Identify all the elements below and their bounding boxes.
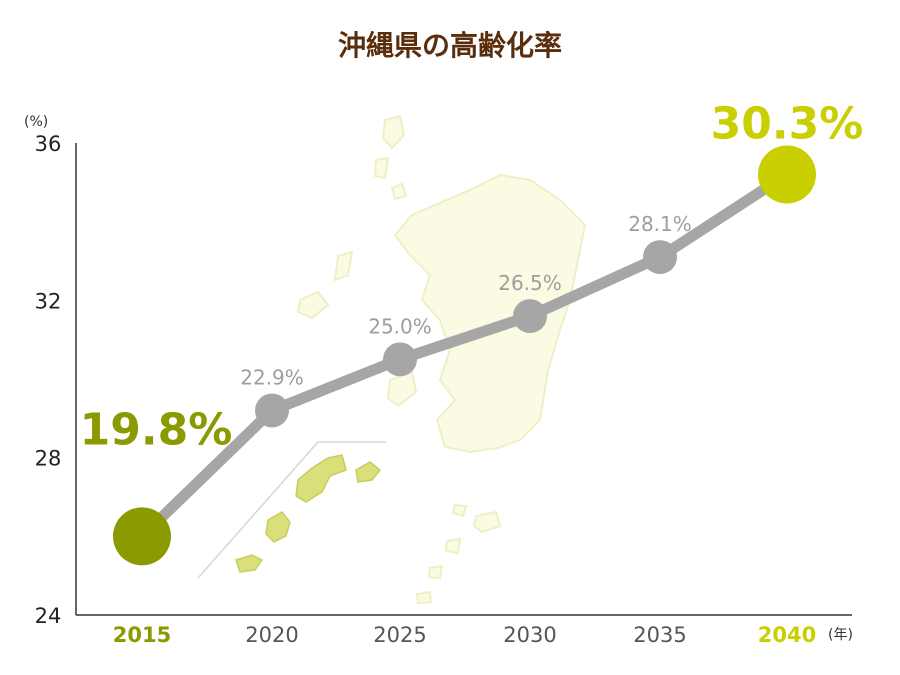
series-line <box>136 168 793 542</box>
kyushu-map <box>296 114 587 605</box>
data-label: 25.0% <box>368 314 432 338</box>
y-tick-label: 28 <box>35 447 62 471</box>
okinawa-inset <box>197 441 386 579</box>
y-tick-label: 24 <box>35 604 62 628</box>
x-axis-unit: (年) <box>828 627 853 643</box>
data-point <box>643 240 677 275</box>
data-label: 22.9% <box>240 365 304 389</box>
x-tick-label: 2015 <box>113 623 171 647</box>
data-point <box>383 342 417 377</box>
data-point <box>255 393 289 428</box>
y-tick-label: 36 <box>35 132 62 156</box>
x-tick-label: 2040 <box>758 623 816 647</box>
data-points <box>113 145 816 566</box>
data-point <box>758 145 816 204</box>
data-label: 30.3% <box>711 98 864 149</box>
x-tick-label: 2020 <box>245 623 298 647</box>
series-line-path <box>136 168 793 542</box>
x-tick-labels: 2015 2020 2025 2030 2035 2040 <box>113 623 816 647</box>
data-label: 28.1% <box>628 212 692 236</box>
data-point <box>113 507 171 566</box>
y-tick-label: 32 <box>35 289 62 313</box>
x-tick-label: 2035 <box>633 623 686 647</box>
x-tick-label: 2030 <box>503 623 556 647</box>
data-labels: 19.8% 22.9% 25.0% 26.5% 28.1% 30.3% <box>80 98 864 455</box>
x-tick-label: 2025 <box>373 623 426 647</box>
map-background <box>197 114 587 605</box>
data-label: 19.8% <box>80 404 233 455</box>
y-axis-unit: (%) <box>24 114 48 130</box>
data-point <box>513 299 547 334</box>
chart-title: 沖縄県の高齢化率 <box>338 29 562 62</box>
y-tick-labels: 24 28 32 36 <box>35 132 62 628</box>
data-label: 26.5% <box>498 271 562 295</box>
